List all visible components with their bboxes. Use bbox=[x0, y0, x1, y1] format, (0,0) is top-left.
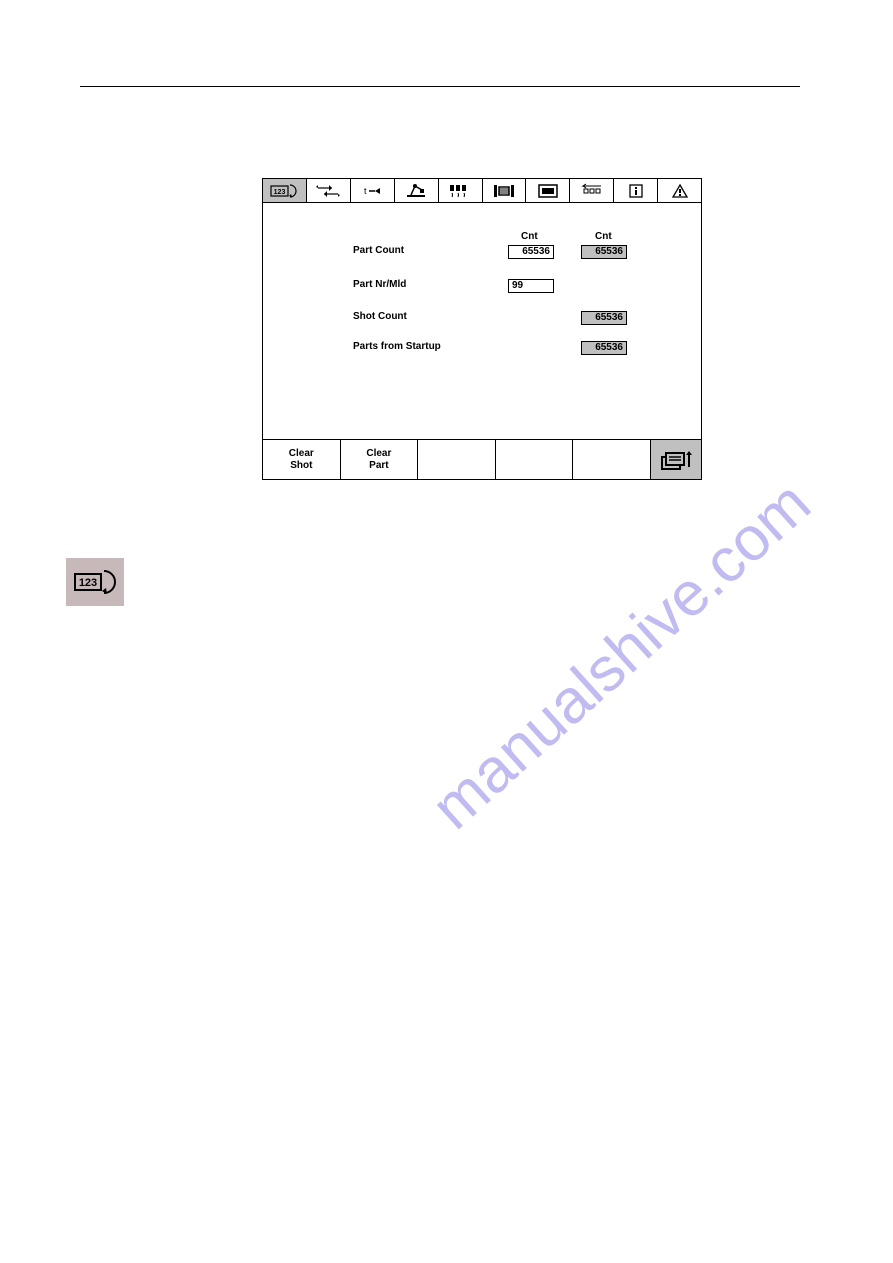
label-part-count: Part Count bbox=[353, 245, 404, 256]
row-shot-count: Shot Count 65536 bbox=[353, 311, 681, 329]
monitor-icon bbox=[537, 183, 559, 199]
tab-alarm[interactable] bbox=[658, 179, 701, 202]
row-part-nr-mld: Part Nr/Mld 99 bbox=[353, 279, 681, 297]
alarm-triangle-icon bbox=[671, 183, 689, 199]
field-shot-count: 65536 bbox=[581, 311, 627, 325]
footer-buttons: Clear Shot Clear Part bbox=[263, 439, 701, 479]
top-rule bbox=[80, 86, 800, 87]
field-part-count-1[interactable]: 65536 bbox=[508, 245, 554, 259]
button-empty-5[interactable] bbox=[573, 440, 651, 479]
field-part-count-2: 65536 bbox=[581, 245, 627, 259]
tab-list[interactable] bbox=[570, 179, 614, 202]
svg-text:t: t bbox=[364, 186, 367, 196]
list-icon bbox=[579, 183, 605, 199]
button-clear-shot[interactable]: Clear Shot bbox=[263, 440, 341, 479]
info-icon bbox=[627, 183, 645, 199]
label-shot-count: Shot Count bbox=[353, 311, 407, 322]
tab-info[interactable] bbox=[614, 179, 658, 202]
panel-body: Cnt Cnt Part Count 65536 65536 Part Nr/M… bbox=[263, 203, 701, 439]
button-page-up[interactable] bbox=[651, 440, 701, 479]
button-clear-part-line1: Clear bbox=[366, 448, 391, 460]
button-empty-3[interactable] bbox=[418, 440, 496, 479]
button-clear-part-line2: Part bbox=[369, 460, 388, 472]
field-part-nr-mld[interactable]: 99 bbox=[508, 279, 554, 293]
tab-bar: 123 t bbox=[263, 179, 701, 203]
label-part-nr-mld: Part Nr/Mld bbox=[353, 279, 406, 290]
button-clear-shot-line1: Clear bbox=[289, 448, 314, 460]
tab-counter[interactable]: 123 bbox=[263, 179, 307, 202]
column-header-cnt-1: Cnt bbox=[521, 231, 538, 242]
lone-counter-icon-box: 123 bbox=[66, 558, 124, 606]
heating-icon bbox=[447, 183, 473, 199]
tab-clamp[interactable] bbox=[483, 179, 527, 202]
tab-cycle[interactable] bbox=[307, 179, 351, 202]
tab-monitor[interactable] bbox=[526, 179, 570, 202]
field-parts-from-startup: 65536 bbox=[581, 341, 627, 355]
page: 123 t bbox=[0, 0, 893, 1263]
clamp-icon bbox=[491, 183, 517, 199]
svg-text:123: 123 bbox=[274, 189, 286, 196]
svg-text:123: 123 bbox=[79, 577, 97, 589]
cycle-arrows-icon bbox=[315, 183, 341, 199]
button-clear-shot-line2: Shot bbox=[290, 460, 312, 472]
watermark-text: manualshive.com bbox=[418, 468, 824, 844]
button-empty-4[interactable] bbox=[496, 440, 574, 479]
counter-123-icon: 123 bbox=[270, 183, 298, 199]
row-part-count: Part Count 65536 65536 bbox=[353, 245, 681, 263]
counter-123-icon: 123 bbox=[73, 568, 117, 596]
inject-unit-icon: t bbox=[359, 183, 385, 199]
page-stack-up-icon bbox=[658, 447, 694, 473]
tab-robot[interactable] bbox=[395, 179, 439, 202]
label-parts-from-startup: Parts from Startup bbox=[353, 341, 441, 352]
button-clear-part[interactable]: Clear Part bbox=[341, 440, 419, 479]
tab-heating[interactable] bbox=[439, 179, 483, 202]
column-header-cnt-2: Cnt bbox=[595, 231, 612, 242]
robot-arm-icon bbox=[405, 183, 427, 199]
control-panel: 123 t bbox=[262, 178, 702, 480]
row-parts-from-startup: Parts from Startup 65536 bbox=[353, 341, 681, 359]
tab-inject[interactable]: t bbox=[351, 179, 395, 202]
